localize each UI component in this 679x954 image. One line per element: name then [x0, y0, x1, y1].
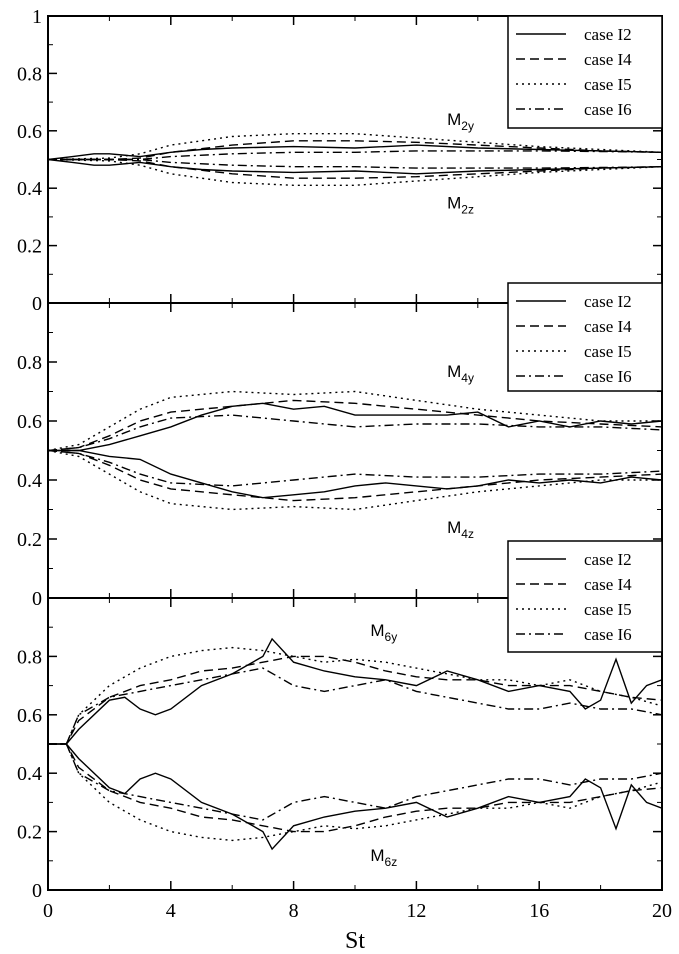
y-tick-label: 0.8: [17, 352, 42, 374]
legend-label: case I6: [584, 367, 632, 386]
curve-annotation: M2y: [447, 110, 474, 133]
legend-label: case I5: [584, 600, 632, 619]
x-tick-label: 16: [529, 900, 549, 922]
y-tick-label: 1: [32, 6, 42, 28]
legend: case I2 case I4 case I5 case I6: [507, 540, 663, 653]
y-tick-label: 0.6: [17, 705, 42, 727]
panel-middle: 0 0.2 0.4 0.6 0.8 M4y M4z case I2 case I4 case I5…: [17, 282, 663, 610]
y-tick-label: 0.4: [17, 470, 42, 492]
y-tick-label: 0: [32, 880, 42, 902]
y-tick-label: 0.4: [17, 763, 42, 785]
legend-label: case I5: [584, 342, 632, 361]
y-tick-label: 0.2: [17, 822, 42, 844]
x-tick-label: 12: [406, 900, 426, 922]
y-tick-label: 0: [32, 588, 42, 610]
y-tick-label: 0.8: [17, 646, 42, 668]
x-tick-label: 20: [652, 900, 672, 922]
series-line-case-i5-lower: [48, 449, 662, 511]
legend-label: case I6: [584, 100, 632, 119]
series-line-case-i5-upper: [48, 133, 662, 161]
legend-label: case I4: [584, 317, 632, 336]
curve-annotation: M4y: [447, 362, 474, 385]
series-line-case-i2-upper: [48, 144, 662, 161]
y-tick-label: 0.2: [17, 529, 42, 551]
y-tick-label: 0.2: [17, 236, 42, 258]
x-axis-title: St: [345, 928, 365, 954]
legend-label: case I6: [584, 625, 632, 644]
y-tick-label: 0: [32, 293, 42, 315]
series-line-case-i2-upper: [48, 637, 662, 745]
series-line-case-i5-lower: [48, 743, 662, 842]
curve-annotation: M6z: [370, 846, 397, 869]
legend-label: case I2: [584, 292, 632, 311]
series-line-case-i2-lower: [48, 158, 662, 175]
y-tick-label: 0.6: [17, 121, 42, 143]
series-line-case-i2-upper: [48, 402, 662, 452]
legend-label: case I2: [584, 550, 632, 569]
y-tick-label: 0.4: [17, 178, 42, 200]
curve-annotation: M4z: [447, 518, 474, 541]
series-line-case-i4-lower: [48, 158, 662, 179]
series-line-case-i2-lower: [48, 449, 662, 499]
legend: case I2 case I4 case I5 case I6: [507, 15, 663, 129]
y-tick-label: 0.6: [17, 411, 42, 433]
series-line-case-i6-lower: [48, 158, 662, 169]
series-line-case-i6-upper: [48, 667, 662, 745]
legend-label: case I4: [584, 50, 632, 69]
x-tick-label: 8: [289, 900, 299, 922]
series-line-case-i4-upper: [48, 399, 662, 452]
series-line-case-i5-lower: [48, 158, 662, 186]
legend-label: case I4: [584, 575, 632, 594]
curve-annotation: M2z: [447, 193, 474, 216]
y-tick-label: 0.8: [17, 63, 42, 85]
series-line-case-i2-lower: [48, 743, 662, 851]
series-line-case-i4-upper: [48, 655, 662, 745]
series-line-case-i6-upper: [48, 414, 662, 452]
series-line-case-i6-lower: [48, 449, 662, 487]
series-line-case-i6-upper: [48, 150, 662, 161]
series-line-case-i4-upper: [48, 140, 662, 161]
series-line-case-i4-lower: [48, 449, 662, 502]
curve-annotation: M6y: [370, 621, 397, 644]
legend-label: case I2: [584, 25, 632, 44]
series-line-case-i5-upper: [48, 646, 662, 745]
x-tick-label: 4: [166, 900, 176, 922]
series-line-case-i5-upper: [48, 390, 662, 452]
legend: case I2 case I4 case I5 case I6: [507, 282, 663, 392]
series-line-case-i4-lower: [48, 743, 662, 833]
series-line-case-i6-lower: [48, 743, 662, 821]
x-tick-label: 0: [43, 900, 53, 922]
legend-label: case I5: [584, 75, 632, 94]
